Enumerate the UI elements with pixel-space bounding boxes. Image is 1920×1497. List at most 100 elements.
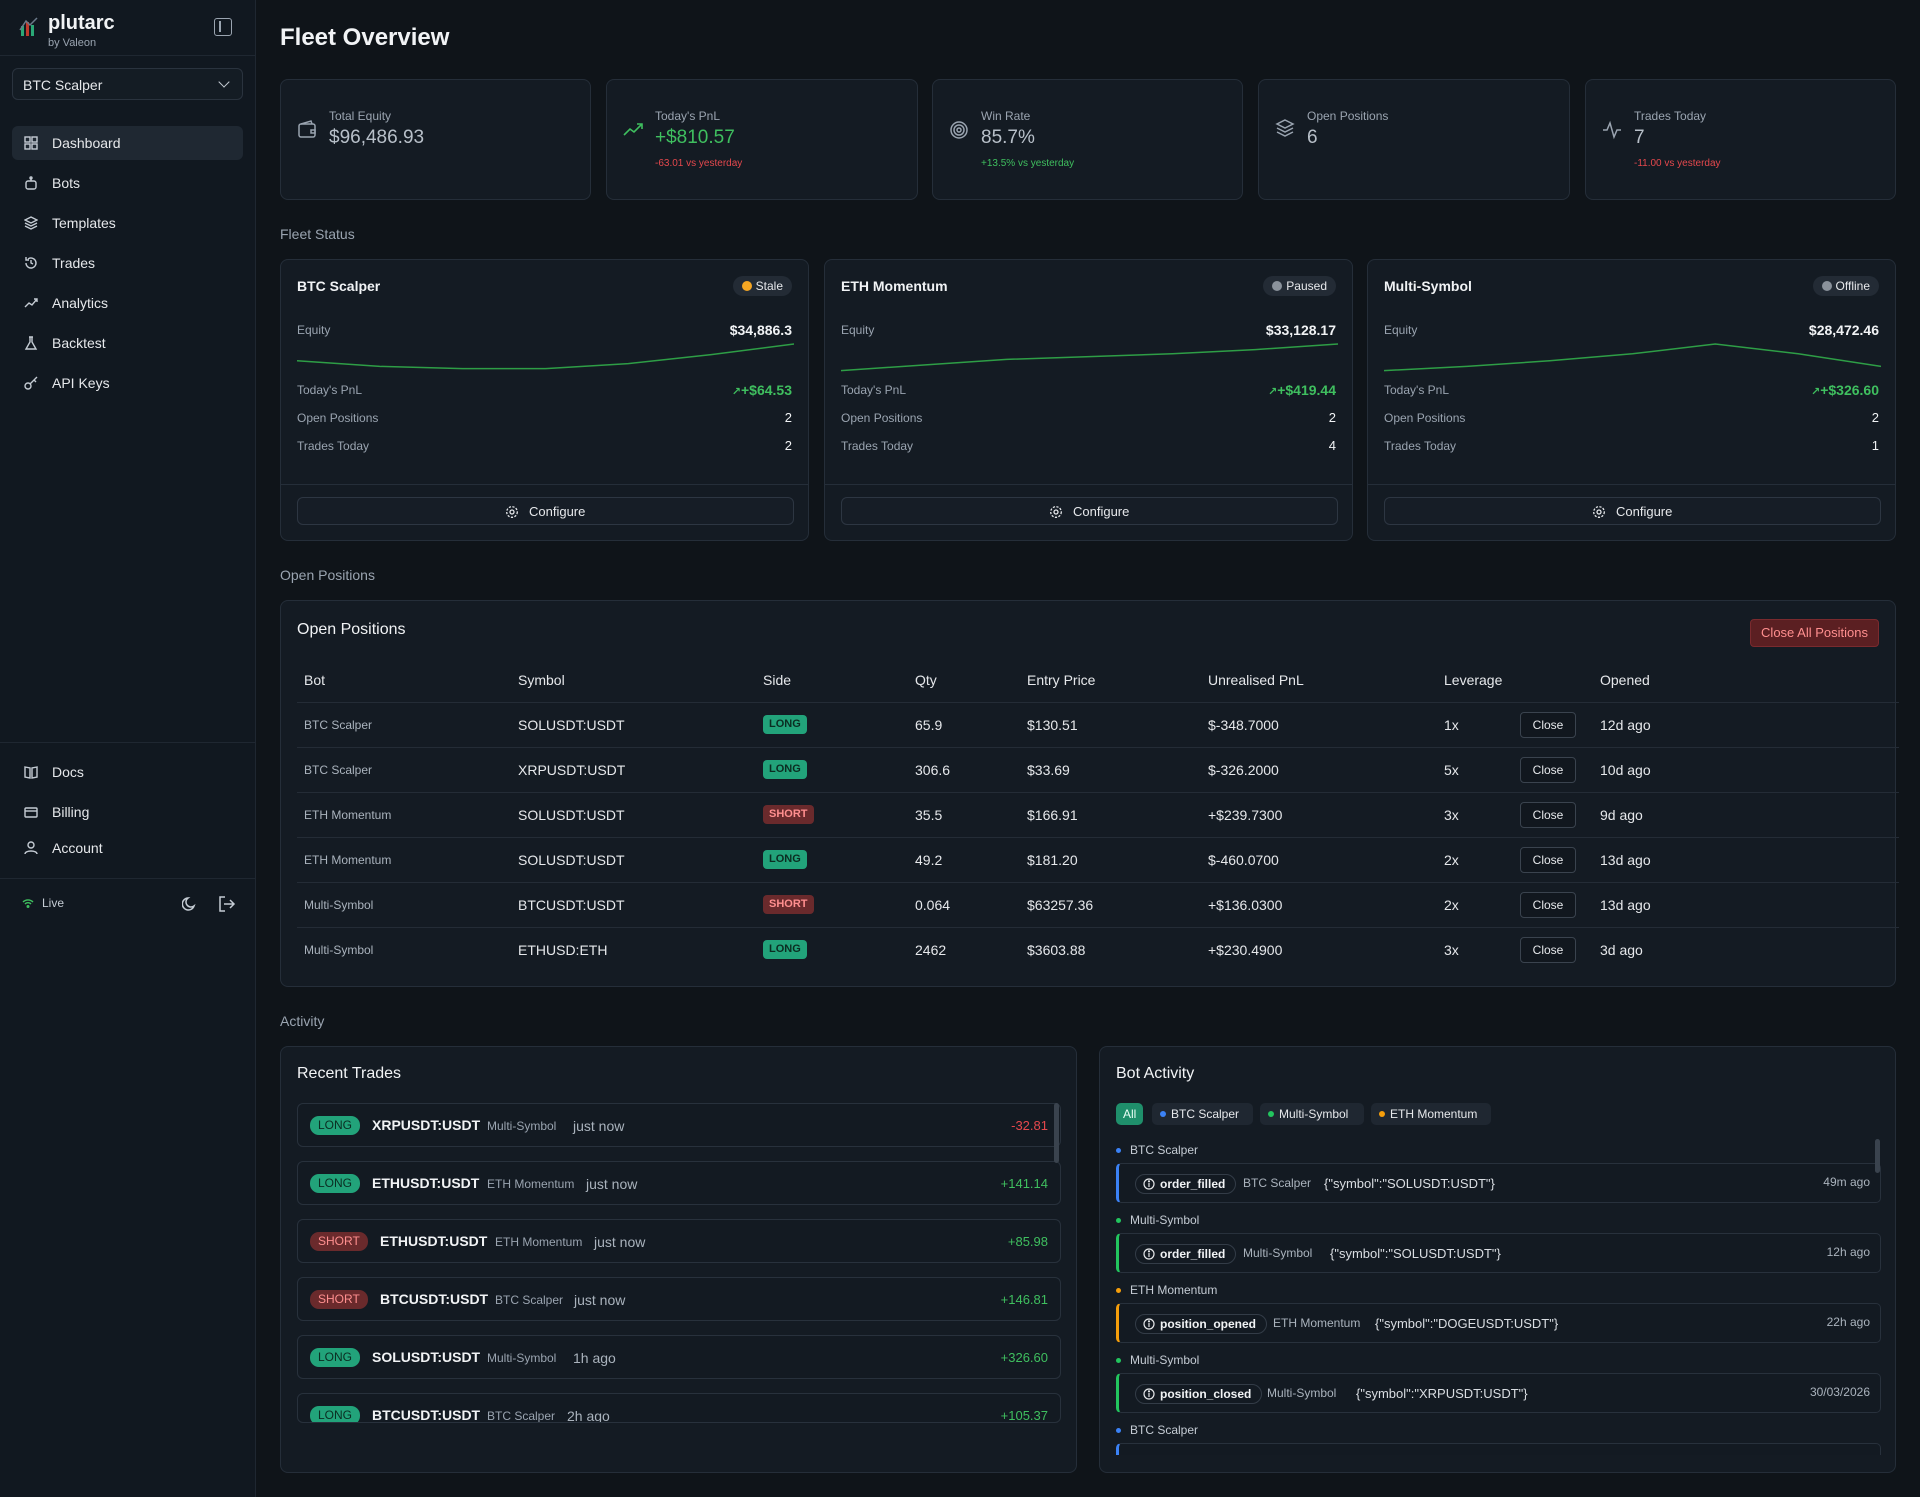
logout-icon[interactable] — [218, 896, 236, 912]
column-header[interactable]: Entry Price — [1027, 672, 1096, 688]
fleet-bot-name: ETH Momentum — [841, 278, 948, 294]
divider — [1368, 484, 1895, 485]
nav-dashboard[interactable]: Dashboard — [12, 126, 243, 160]
nav-label: Analytics — [52, 295, 109, 311]
nav-bots[interactable]: Bots — [12, 166, 243, 200]
cell-symbol: ETHUSD:ETH — [518, 942, 608, 958]
nav-label: Account — [52, 840, 103, 856]
column-header[interactable]: Side — [763, 672, 792, 688]
configure-label: Configure — [1616, 504, 1673, 519]
side-badge: LONG — [763, 940, 807, 959]
side-badge: SHORT — [763, 895, 814, 914]
brand[interactable]: plutarc by Valeon — [18, 10, 238, 54]
filter-chip-btc-scalper[interactable]: BTC Scalper — [1152, 1103, 1253, 1125]
column-header[interactable]: Bot — [304, 672, 326, 688]
close-position-button[interactable]: Close — [1520, 757, 1576, 783]
status-badge: Paused — [1263, 276, 1336, 296]
nav-trades[interactable]: Trades — [12, 246, 243, 280]
pnl-label: Today's PnL — [297, 383, 362, 397]
section-title-activity: Activity — [280, 1013, 325, 1029]
activity-item[interactable]: order_filled Multi-Symbol {"symbol":"SOL… — [1116, 1233, 1881, 1273]
close-position-button[interactable]: Close — [1520, 892, 1576, 918]
activity-item[interactable]: position_opened ETH Momentum {"symbol":"… — [1116, 1303, 1881, 1343]
trade-item[interactable]: LONG ETHUSDT:USDT ETH Momentum just now … — [297, 1161, 1061, 1205]
nav-api-keys[interactable]: API Keys — [12, 366, 243, 400]
trade-item[interactable]: LONG SOLUSDT:USDT Multi-Symbol 1h ago +3… — [297, 1335, 1061, 1379]
trade-pnl: +105.37 — [1000, 1408, 1048, 1423]
cell-entry: $33.69 — [1027, 762, 1070, 778]
equity-value: $34,886.3 — [729, 322, 792, 338]
trade-item[interactable]: LONG XRPUSDT:USDT Multi-Symbol just now … — [297, 1103, 1061, 1147]
table-row: BTC Scalper XRPUSDT:USDT LONG 306.6 $33.… — [297, 747, 1899, 792]
stat-card-total-equity: Total Equity $96,486.93 — [280, 79, 591, 200]
nav-templates[interactable]: Templates — [12, 206, 243, 240]
collapse-sidebar-icon[interactable] — [214, 18, 232, 36]
close-all-positions-button[interactable]: Close All Positions — [1750, 619, 1879, 647]
column-header[interactable]: Unrealised PnL — [1208, 672, 1304, 688]
column-header[interactable]: Opened — [1600, 672, 1650, 688]
filter-chip-multi-symbol[interactable]: Multi-Symbol — [1260, 1103, 1364, 1125]
activity-group-bot: BTC Scalper — [1130, 1423, 1199, 1437]
gear-icon — [1050, 506, 1062, 518]
trade-item[interactable]: SHORT ETHUSDT:USDT ETH Momentum just now… — [297, 1219, 1061, 1263]
activity-item[interactable] — [1116, 1443, 1881, 1455]
table-row: ETH Momentum SOLUSDT:USDT LONG 49.2 $181… — [297, 837, 1899, 882]
dashboard-icon — [24, 136, 38, 150]
close-position-button[interactable]: Close — [1520, 937, 1576, 963]
event-badge: position_closed — [1135, 1384, 1263, 1404]
trade-time: 2h ago — [567, 1408, 610, 1423]
user-icon — [24, 841, 38, 855]
moon-icon[interactable] — [182, 896, 198, 912]
configure-button[interactable]: Configure — [297, 497, 794, 525]
stat-delta: -11.00 vs yesterday — [1634, 158, 1721, 169]
cell-entry: $3603.88 — [1027, 942, 1086, 958]
stat-card-win-rate: Win Rate 85.7% +13.5% vs yesterday — [932, 79, 1243, 200]
column-header[interactable]: Symbol — [518, 672, 565, 688]
trade-item[interactable]: SHORT BTCUSDT:USDT BTC Scalper just now … — [297, 1277, 1061, 1321]
activity-bot: Multi-Symbol — [1267, 1386, 1337, 1400]
equity-value: $33,128.17 — [1265, 322, 1336, 338]
positions-label: Open Positions — [297, 411, 379, 425]
close-position-button[interactable]: Close — [1520, 712, 1576, 738]
activity-group-bot: Multi-Symbol — [1130, 1213, 1200, 1227]
nav-docs[interactable]: Docs — [12, 755, 243, 789]
wifi-icon — [22, 899, 34, 908]
stat-value: 7 — [1634, 127, 1645, 148]
nav-label: Bots — [52, 175, 81, 191]
fleet-bot-name: Multi-Symbol — [1384, 278, 1472, 294]
filter-chip-eth-momentum[interactable]: ETH Momentum — [1371, 1103, 1491, 1125]
close-position-button[interactable]: Close — [1520, 847, 1576, 873]
cell-bot: ETH Momentum — [304, 853, 392, 867]
cell-bot: Multi-Symbol — [304, 898, 374, 912]
cell-qty: 49.2 — [915, 852, 943, 868]
activity-item[interactable]: position_closed Multi-Symbol {"symbol":"… — [1116, 1373, 1881, 1413]
trade-item[interactable]: LONG BTCUSDT:USDT BTC Scalper 2h ago +10… — [297, 1393, 1061, 1423]
trades-value: 2 — [784, 438, 792, 453]
side-badge: SHORT — [310, 1290, 368, 1309]
trade-time: just now — [594, 1234, 646, 1250]
configure-button[interactable]: Configure — [1384, 497, 1881, 525]
filter-chip-all[interactable]: All — [1116, 1103, 1144, 1125]
nav-analytics[interactable]: Analytics — [12, 286, 243, 320]
equity-label: Equity — [1384, 323, 1418, 337]
column-header[interactable]: Qty — [915, 672, 937, 688]
column-header[interactable]: Leverage — [1444, 672, 1503, 688]
close-position-button[interactable]: Close — [1520, 802, 1576, 828]
scrollbar[interactable] — [1875, 1139, 1880, 1173]
nav-billing[interactable]: Billing — [12, 795, 243, 829]
trade-time: just now — [586, 1176, 638, 1192]
stat-card-todays-pnl: Today's PnL +$810.57 -63.01 vs yesterday — [606, 79, 918, 200]
equity-sparkline — [841, 343, 1338, 372]
nav-account[interactable]: Account — [12, 831, 243, 865]
cell-entry: $181.20 — [1027, 852, 1078, 868]
configure-button[interactable]: Configure — [841, 497, 1338, 525]
fleet-bot-name: BTC Scalper — [297, 278, 381, 294]
bot-selector[interactable]: BTC Scalper — [12, 68, 243, 100]
cell-symbol: SOLUSDT:USDT — [518, 807, 625, 823]
stat-label: Open Positions — [1307, 109, 1389, 123]
gear-icon — [1593, 506, 1605, 518]
nav-backtest[interactable]: Backtest — [12, 326, 243, 360]
scrollbar[interactable] — [1054, 1103, 1059, 1163]
activity-item[interactable]: order_filled BTC Scalper {"symbol":"SOLU… — [1116, 1163, 1881, 1203]
info-icon — [1143, 1248, 1155, 1260]
